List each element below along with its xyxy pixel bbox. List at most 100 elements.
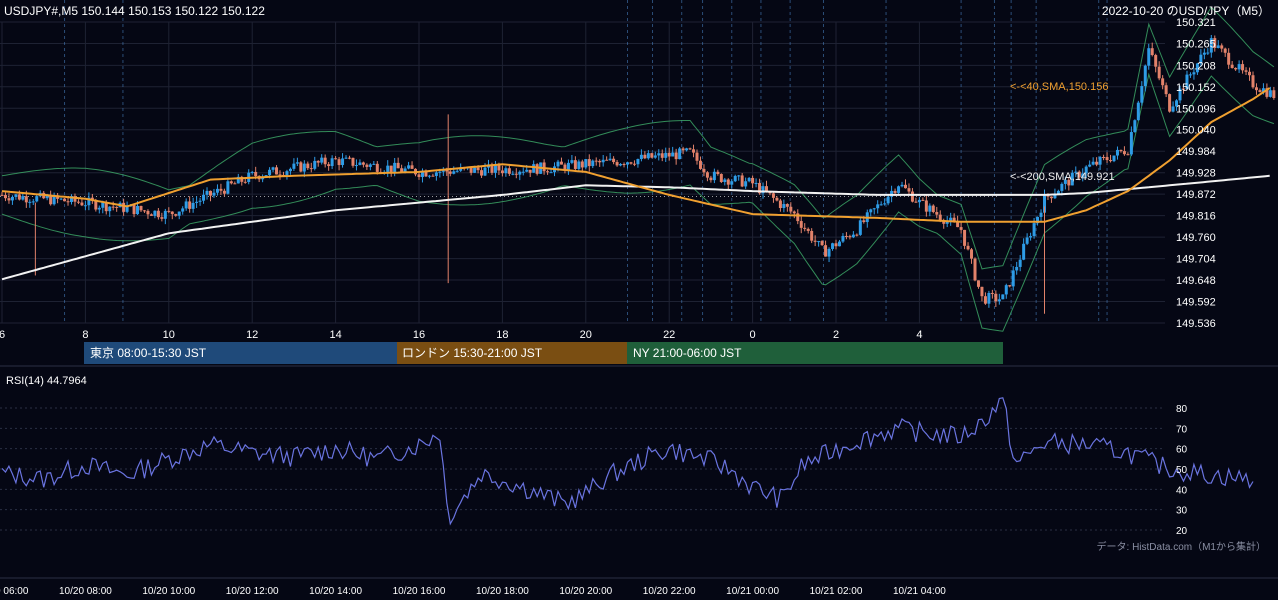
- candle-body: [35, 196, 39, 202]
- candle-body: [751, 177, 755, 184]
- candle-body: [452, 171, 456, 174]
- candle-body: [1230, 64, 1234, 68]
- price-tick-label: 149.592: [1176, 297, 1216, 309]
- candle-body: [761, 186, 765, 194]
- candle-body: [1182, 88, 1185, 90]
- candle-body: [177, 211, 181, 216]
- candle-body: [646, 153, 650, 159]
- candle-body: [1077, 171, 1081, 178]
- price-tick-label: 149.872: [1176, 189, 1216, 201]
- candle-body: [344, 157, 348, 159]
- candle-body: [827, 248, 831, 257]
- candle-body: [587, 159, 591, 167]
- candle-body: [632, 163, 636, 165]
- rsi-label: RSI(14) 44.7964: [6, 375, 87, 387]
- candle-body: [1202, 52, 1206, 55]
- time-axis: 10/20 06:00 10/20 08:00 10/20 10:00 10/20 1…: [0, 586, 946, 597]
- candle-body: [844, 235, 848, 237]
- candle-body: [1109, 160, 1113, 162]
- candle-body: [681, 148, 685, 151]
- candle-body: [330, 158, 334, 167]
- candle-body: [146, 210, 150, 215]
- price-tick-label: 149.704: [1176, 254, 1216, 266]
- candle-body: [785, 204, 789, 207]
- candle-body: [212, 192, 216, 196]
- candle-body: [1011, 270, 1015, 287]
- candle-body: [657, 153, 661, 156]
- hour-tick-label: 16: [413, 329, 425, 341]
- candle-body: [115, 206, 119, 208]
- candle-body: [556, 161, 560, 167]
- candle-body: [292, 163, 296, 169]
- candle-body: [921, 199, 925, 201]
- candle-body: [983, 296, 987, 304]
- candle-body: [1261, 88, 1265, 93]
- candle-body: [747, 177, 751, 182]
- candle-body: [730, 181, 734, 185]
- price-axis: 150.321 150.265 150.208 150.152 150.096 150.0…: [1176, 17, 1216, 330]
- price-tick-label: 150.265: [1176, 38, 1216, 50]
- candle-body: [535, 164, 539, 174]
- candle-body: [351, 157, 355, 166]
- candle-body: [184, 201, 188, 209]
- time-tick-label: 10/20 14:00: [309, 586, 362, 597]
- candle-body: [424, 171, 428, 177]
- candle-body: [883, 203, 887, 205]
- bollinger-bands: [1, 6, 1275, 332]
- candle-body: [167, 210, 171, 212]
- candle-body: [1206, 52, 1210, 54]
- candle-body: [393, 162, 397, 172]
- candle-body: [855, 234, 859, 236]
- candle-body: [639, 154, 643, 160]
- candle-body: [7, 198, 11, 201]
- candle-body: [758, 182, 762, 194]
- candle-body: [83, 205, 87, 207]
- candle-body: [1115, 149, 1119, 156]
- candle-body: [63, 198, 67, 202]
- candle-body: [473, 167, 477, 173]
- candle-body: [733, 175, 737, 182]
- candle-body: [601, 159, 605, 163]
- candle-body: [170, 211, 174, 215]
- candle-body: [709, 177, 713, 181]
- candle-body: [931, 205, 935, 213]
- candle-body: [136, 205, 140, 215]
- candle-body: [858, 220, 862, 235]
- candle-body: [17, 194, 21, 200]
- candle-body: [24, 196, 28, 203]
- candle-body: [469, 167, 473, 173]
- sma200-label: <-<200,SMA,149.921: [1010, 171, 1115, 183]
- candle-body: [771, 193, 775, 198]
- candle-body: [334, 158, 338, 160]
- rsi-tick-label: 80: [1176, 404, 1188, 415]
- candle-body: [872, 208, 876, 210]
- price-tick-label: 150.321: [1176, 17, 1216, 29]
- candle-body: [1164, 85, 1168, 95]
- candle-body: [754, 182, 758, 184]
- candle-body: [963, 229, 967, 246]
- price-tick-label: 150.096: [1176, 103, 1216, 115]
- candle-body: [869, 209, 873, 213]
- candle-body: [775, 197, 779, 201]
- sma40-label: <-<40,SMA,150.156: [1010, 81, 1108, 93]
- candle-body: [1053, 194, 1057, 199]
- candle-body: [1102, 157, 1106, 159]
- price-tick-label: 150.040: [1176, 125, 1216, 137]
- session-label-ny: NY 21:00-06:00 JST: [633, 346, 742, 360]
- candle-body: [1237, 64, 1241, 70]
- candle-body: [104, 202, 108, 212]
- candle-body: [108, 206, 112, 212]
- candle-body: [702, 168, 706, 173]
- candle-body: [792, 211, 796, 214]
- candle-body: [987, 292, 991, 304]
- bollinger-lower: [1, 72, 1275, 332]
- candle-body: [174, 214, 178, 216]
- candle-body: [765, 186, 768, 192]
- candle-body: [577, 161, 581, 169]
- candle-body: [295, 162, 299, 164]
- candle-body: [1008, 285, 1012, 287]
- candle-body: [806, 228, 810, 231]
- candle-body: [796, 213, 800, 222]
- candle-body: [1161, 78, 1165, 86]
